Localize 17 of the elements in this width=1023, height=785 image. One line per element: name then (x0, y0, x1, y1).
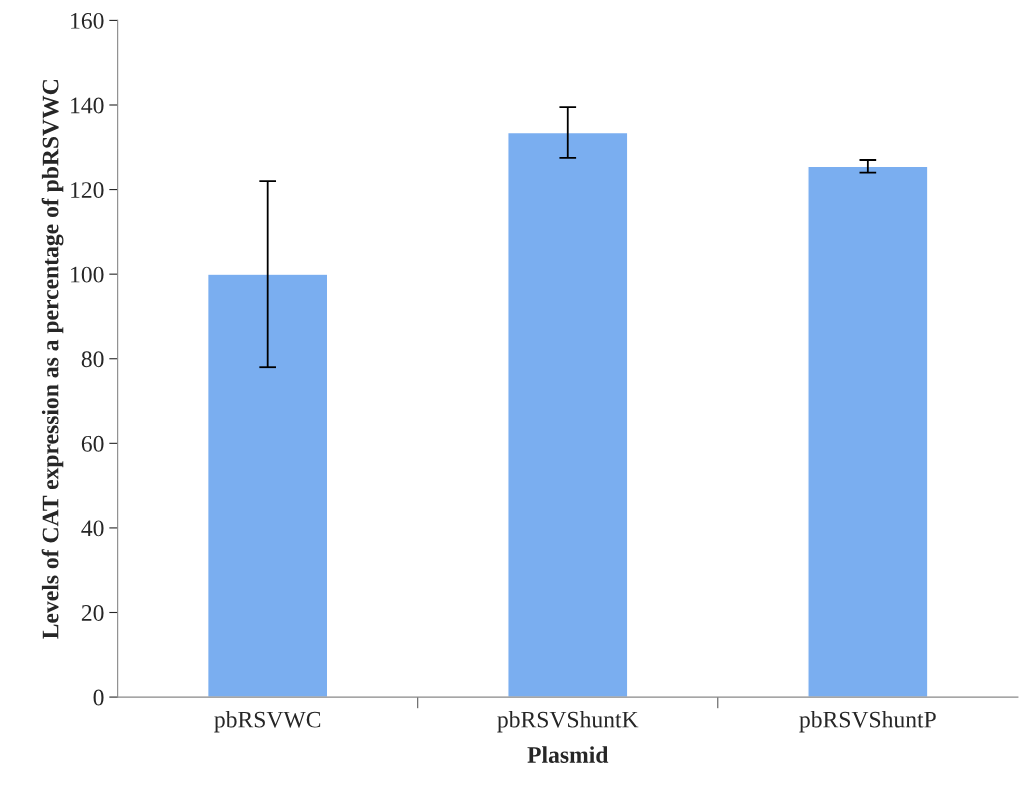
x-axis-title: Plasmid (527, 746, 609, 763)
y-axis-title: Levels of CAT expression as a percentage of pbRSVWC (41, 80, 64, 639)
y-tick-label: 20 (81, 604, 104, 621)
y-tick-label: 80 (81, 351, 104, 368)
y-tick-label: 40 (81, 520, 104, 537)
y-tick-label: 0 (93, 689, 104, 706)
bar (507, 131, 629, 698)
x-tick-label: pbRSVWC (214, 710, 321, 733)
y-tick-label: 60 (81, 435, 104, 452)
x-tick-label: pbRSVShuntP (799, 710, 936, 733)
y-tick-label: 160 (71, 12, 104, 29)
y-tick-label: 120 (71, 182, 104, 198)
x-tick-label: pbRSVShuntK (497, 710, 639, 733)
bar (807, 165, 929, 698)
y-tick-label: 140 (71, 97, 104, 114)
bar (206, 273, 329, 698)
y-tick-label: 100 (71, 266, 104, 283)
